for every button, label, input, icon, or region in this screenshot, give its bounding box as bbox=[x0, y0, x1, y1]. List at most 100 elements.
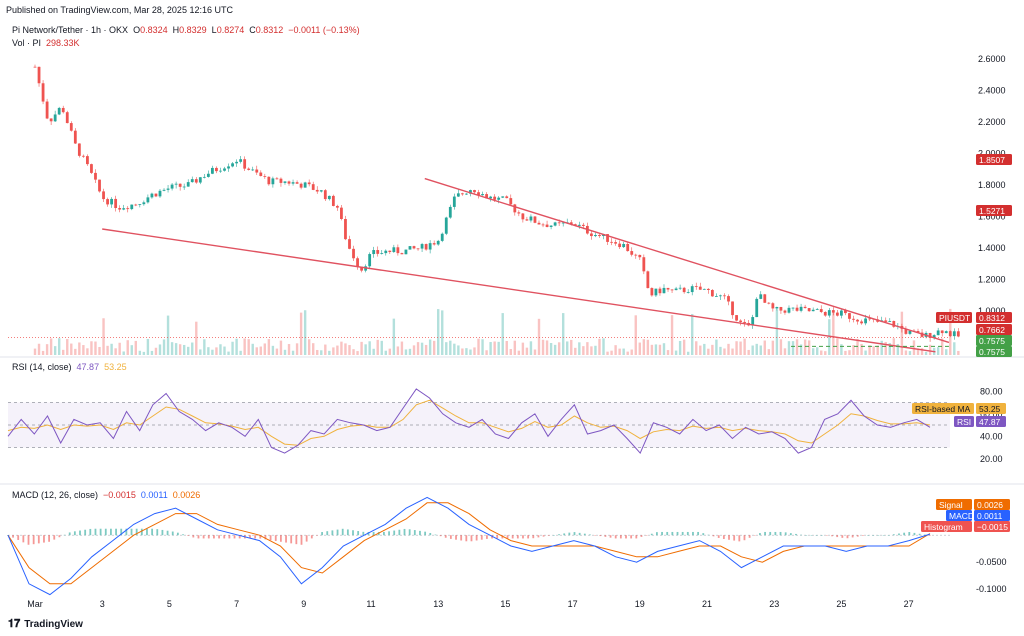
candle-body bbox=[235, 161, 238, 164]
candle-body bbox=[412, 246, 416, 249]
symbol-title[interactable]: Pi Network/Tether · 1h · OKX bbox=[12, 25, 129, 35]
volume-bar bbox=[138, 350, 142, 355]
volume-value: 298.33K bbox=[46, 38, 80, 48]
macd-histogram-bar bbox=[156, 529, 159, 536]
candle-body bbox=[37, 66, 41, 84]
volume-bar bbox=[162, 339, 166, 355]
volume-bar bbox=[477, 338, 480, 355]
volume-bar bbox=[747, 349, 750, 355]
macd-histogram-bar bbox=[166, 530, 169, 536]
macd-histogram-bar bbox=[460, 535, 463, 541]
macd-histogram-bar bbox=[68, 532, 71, 536]
macd-histogram-bar bbox=[264, 535, 267, 540]
volume-bar bbox=[618, 348, 621, 355]
volume-bar bbox=[513, 340, 517, 355]
volume-bar bbox=[130, 345, 133, 355]
volume-bar bbox=[582, 346, 585, 355]
rsi-ma-value: 53.25 bbox=[104, 362, 127, 372]
candle-body bbox=[678, 287, 682, 289]
macd-histogram-bar bbox=[419, 530, 421, 536]
macd-histogram-bar bbox=[94, 528, 97, 536]
candle-body bbox=[783, 310, 787, 313]
candle-body bbox=[102, 191, 105, 200]
volume-label[interactable]: Vol · PI bbox=[12, 38, 42, 48]
volume-bar bbox=[187, 346, 190, 355]
price-tag bbox=[976, 335, 1012, 346]
volume-bar bbox=[691, 313, 694, 355]
candle-body bbox=[259, 172, 263, 177]
macd-histogram-bar bbox=[32, 535, 35, 545]
candle-body bbox=[908, 330, 912, 334]
candle-body bbox=[340, 207, 343, 219]
macd-histogram-bar bbox=[475, 535, 478, 541]
candle-body bbox=[287, 181, 291, 184]
volume-bar bbox=[328, 350, 331, 355]
candle-body bbox=[561, 222, 565, 224]
brand-name: TradingView bbox=[24, 619, 83, 630]
macd-histogram-bar bbox=[583, 533, 586, 536]
rsi-title[interactable]: RSI (14, close) bbox=[12, 362, 72, 372]
volume-bar bbox=[811, 348, 815, 355]
candle-body bbox=[852, 318, 855, 320]
volume-bar bbox=[836, 338, 839, 355]
macd-histogram-bar bbox=[882, 535, 885, 536]
macd-histogram-bar bbox=[486, 535, 488, 539]
candle-body bbox=[598, 235, 601, 237]
candle-body bbox=[763, 294, 767, 303]
macd-histogram-bar bbox=[619, 535, 622, 539]
candle-body bbox=[775, 307, 779, 309]
candle-body bbox=[465, 193, 468, 195]
volume-bar bbox=[428, 339, 432, 355]
macd-line bbox=[7, 496, 931, 596]
candle-body bbox=[360, 266, 363, 271]
macd-histogram-bar bbox=[403, 528, 406, 536]
candle-body bbox=[666, 287, 670, 290]
candle-body bbox=[178, 183, 182, 187]
volume-bar bbox=[457, 345, 460, 355]
candle-body bbox=[460, 193, 464, 195]
candle-body bbox=[590, 233, 593, 237]
macd-title[interactable]: MACD (12, 26, close) bbox=[12, 490, 99, 500]
volume-bar bbox=[303, 310, 307, 355]
price-tag-label: 0.7575 bbox=[979, 347, 1005, 357]
candle-body bbox=[223, 168, 226, 171]
macd-histogram-bar bbox=[784, 532, 787, 536]
macd-histogram-bar bbox=[43, 535, 45, 543]
candle-body bbox=[49, 118, 53, 122]
volume-bar bbox=[586, 342, 589, 355]
candle-body bbox=[630, 251, 634, 255]
price-tick-label: 1.2000 bbox=[978, 274, 1006, 284]
volume-bar bbox=[678, 340, 682, 355]
candle-body bbox=[481, 194, 484, 196]
volume-bar bbox=[74, 348, 77, 355]
candle-body bbox=[485, 194, 488, 199]
macd-histogram-bar bbox=[444, 535, 447, 538]
volume-bar bbox=[884, 341, 887, 355]
macd-histogram-bar bbox=[336, 529, 339, 536]
x-tick-label: 3 bbox=[100, 599, 105, 609]
macd-histogram-bar bbox=[393, 530, 396, 536]
rsi-line bbox=[7, 388, 931, 455]
macd-tag-value-box bbox=[974, 510, 1010, 521]
macd-histogram-bar bbox=[346, 529, 349, 536]
volume-bar bbox=[912, 340, 916, 355]
volume-bar bbox=[66, 339, 69, 355]
candle-body bbox=[94, 172, 97, 180]
volume-bar bbox=[178, 344, 182, 355]
macd-signal-value: 0.0026 bbox=[172, 490, 201, 500]
volume-bar bbox=[626, 351, 629, 355]
x-tick-label: 17 bbox=[568, 599, 578, 609]
volume-bar bbox=[90, 341, 93, 355]
macd-histogram-bar bbox=[449, 535, 452, 539]
candle-body bbox=[723, 295, 726, 297]
candle-body bbox=[194, 179, 198, 183]
candle-body bbox=[505, 196, 509, 199]
macd-histogram-bar bbox=[733, 535, 736, 541]
macd-histogram-bar bbox=[542, 535, 545, 537]
candle-body bbox=[444, 217, 448, 234]
candle-body bbox=[154, 193, 158, 197]
price-tag-label: 0.8312 bbox=[979, 313, 1005, 323]
candle-body bbox=[856, 319, 859, 322]
candle-body bbox=[751, 317, 755, 326]
